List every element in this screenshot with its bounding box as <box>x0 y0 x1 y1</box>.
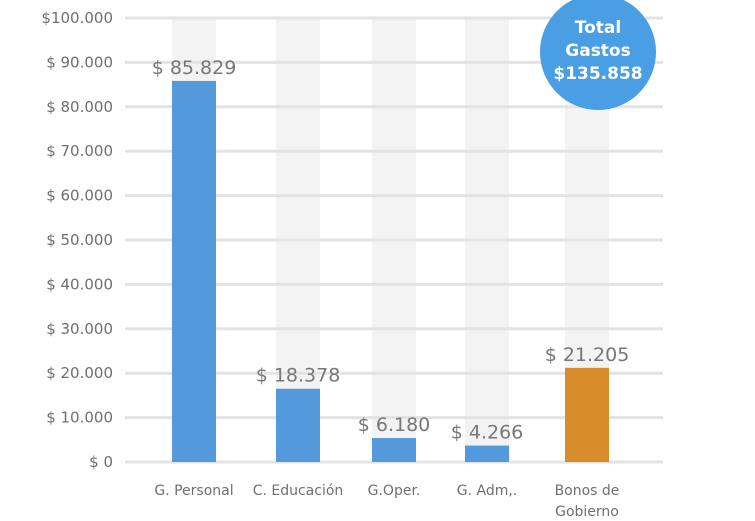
y-tick-label: $ 50.000 <box>46 231 113 249</box>
x-tick-label: Bonos de <box>555 483 620 499</box>
y-tick-label: $ 30.000 <box>46 320 113 338</box>
data-label: $ 4.266 <box>451 422 524 444</box>
data-label: $ 18.378 <box>256 365 341 387</box>
x-tick-label: C. Educación <box>253 483 344 499</box>
y-tick-label: $ 60.000 <box>46 187 113 205</box>
x-tick-label: G. Adm,. <box>457 483 518 499</box>
x-tick-label: Gobierno <box>555 504 619 520</box>
y-tick-label: $ 0 <box>89 453 113 471</box>
total-badge-circle <box>540 0 656 110</box>
x-axis: G. Personal C. Educación G.Oper. G. Adm,. Bo… <box>154 483 619 520</box>
data-label: $ 21.205 <box>545 344 630 366</box>
total-badge-line-2: Gastos <box>565 41 630 61</box>
data-label: $ 85.829 <box>152 57 237 79</box>
x-tick-label: G. Personal <box>154 483 233 499</box>
bar <box>172 80 216 462</box>
data-label: $ 6.180 <box>358 414 431 436</box>
y-tick-label: $ 90.000 <box>46 53 113 71</box>
total-badge-line-1: Total <box>575 18 621 38</box>
bar <box>276 388 320 462</box>
bars <box>172 80 609 462</box>
y-axis: $ 0 $ 10.000 $ 20.000 $ 30.000 $ 40.000 $ 50.… <box>41 9 113 471</box>
y-tick-label: $100.000 <box>41 9 113 27</box>
total-badge: Total Gastos $135.858 <box>540 0 656 110</box>
y-tick-label: $ 20.000 <box>46 364 113 382</box>
data-labels: $ 85.829 $ 18.378 $ 6.180 $ 4.266 $ 21.205 <box>152 57 630 444</box>
y-tick-label: $ 10.000 <box>46 409 113 427</box>
x-tick-label: G.Oper. <box>368 483 421 499</box>
y-tick-label: $ 80.000 <box>46 98 113 116</box>
y-tick-label: $ 40.000 <box>46 275 113 293</box>
y-tick-label: $ 70.000 <box>46 142 113 160</box>
bar <box>372 438 416 462</box>
bar <box>465 445 509 462</box>
bar <box>565 367 609 462</box>
total-badge-line-3: $135.858 <box>553 64 642 84</box>
